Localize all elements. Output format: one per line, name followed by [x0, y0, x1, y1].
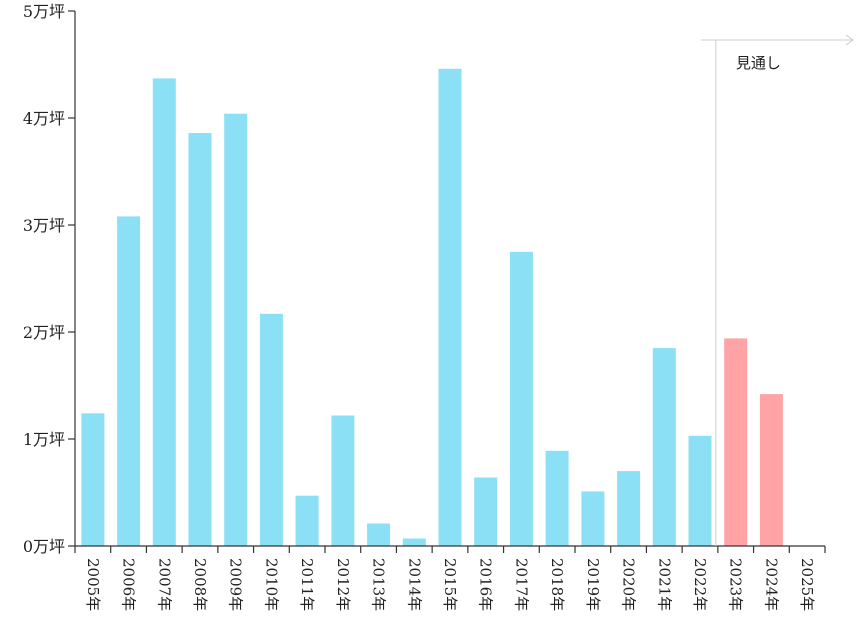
y-tick-label: 4万坪	[23, 109, 65, 128]
bar-2008年	[188, 133, 212, 546]
bar-2024年	[759, 394, 783, 546]
bar-2018年	[545, 450, 569, 546]
x-tick-label: 2006年	[120, 558, 138, 611]
y-tick-label: 0万坪	[23, 537, 65, 556]
x-tick-label: 2017年	[512, 558, 530, 611]
x-tick-label: 2019年	[584, 558, 602, 611]
bar-2015年	[438, 68, 462, 547]
x-tick-label: 2015年	[441, 558, 459, 611]
bar-2022年	[688, 435, 712, 546]
x-tick-label: 2011年	[298, 558, 316, 611]
x-tick-label: 2023年	[727, 558, 745, 611]
x-tick-label: 2016年	[477, 558, 495, 611]
x-tick-label: 2024年	[762, 558, 780, 611]
bar-2020年	[617, 471, 641, 546]
y-tick-label: 2万坪	[23, 323, 65, 342]
x-tick-label: 2025年	[798, 558, 816, 611]
bar-2013年	[367, 523, 391, 546]
x-tick-label: 2022年	[691, 558, 709, 611]
bar-2023年	[724, 338, 748, 546]
forecast-annotation: 見通し	[700, 34, 854, 546]
bar-2014年	[402, 538, 426, 546]
bar-2009年	[224, 113, 248, 546]
y-tick-label: 3万坪	[23, 216, 65, 235]
x-tick-label: 2012年	[334, 558, 352, 611]
x-tick-label: 2013年	[370, 558, 388, 611]
bar-2005年	[81, 413, 105, 546]
bar-2021年	[652, 348, 676, 546]
bar-2010年	[259, 313, 283, 546]
x-tick-label: 2018年	[548, 558, 566, 611]
forecast-arrow-head	[845, 34, 854, 46]
x-tick-label: 2010年	[262, 558, 280, 611]
x-tick-label: 2005年	[84, 558, 102, 611]
forecast-label: 見通し	[736, 54, 781, 72]
bar-2011年	[295, 495, 319, 546]
x-tick-label: 2014年	[405, 558, 423, 611]
axes-group: 0万坪 1万坪 2万坪 3万坪 4万坪 5万坪 2005年 2006年 2007年 2008年 20…	[23, 2, 826, 611]
y-tick-label: 1万坪	[23, 430, 65, 449]
bar-2006年	[117, 216, 141, 546]
bar-2019年	[581, 491, 605, 546]
bar-2012年	[331, 415, 355, 546]
x-tick-label: 2008年	[191, 558, 209, 611]
bar-2017年	[509, 251, 533, 547]
bar-2007年	[152, 78, 176, 547]
x-tick-label: 2021年	[655, 558, 673, 611]
x-tick-label: 2020年	[620, 558, 638, 611]
x-tick-label: 2009年	[227, 558, 245, 611]
y-tick-label: 5万坪	[23, 2, 65, 21]
x-tick-label: 2007年	[155, 558, 173, 611]
bar-2016年	[474, 477, 498, 546]
bars-group	[81, 68, 783, 547]
